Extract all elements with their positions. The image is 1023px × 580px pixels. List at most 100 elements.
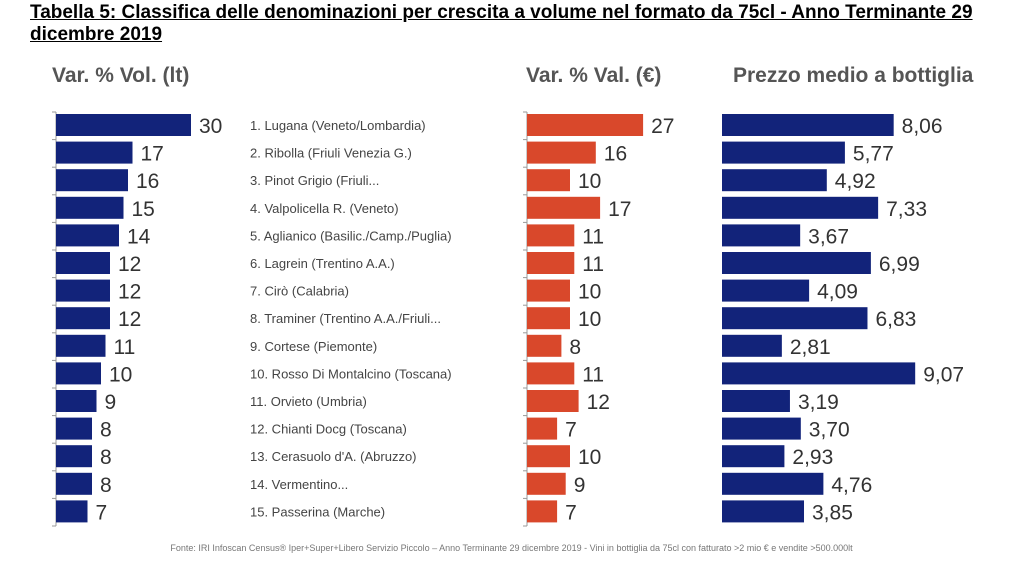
bar-value (527, 445, 570, 468)
bar-volume (56, 417, 92, 440)
bar-price (722, 141, 845, 164)
bar-volume (56, 307, 110, 330)
bar-price (722, 417, 801, 440)
data-label-volume: 8 (100, 474, 112, 497)
category-label: 15. Passerina (Marche) (250, 504, 385, 519)
data-label-value: 10 (578, 308, 601, 331)
data-label-volume: 17 (141, 143, 164, 166)
bar-value (527, 279, 570, 302)
data-label-price: 5,77 (853, 143, 894, 166)
bar-volume (56, 472, 92, 495)
data-label-value: 12 (587, 391, 610, 414)
category-label: 11. Orvieto (Umbria) (250, 394, 367, 409)
bar-value (527, 307, 570, 330)
data-label-price: 3,70 (809, 419, 850, 442)
bar-price (722, 114, 894, 136)
category-label: 4. Valpolicella R. (Veneto) (250, 201, 399, 216)
bar-value (527, 334, 562, 357)
data-label-value: 8 (569, 336, 581, 359)
bar-price (722, 224, 801, 247)
category-label: 9. Cortese (Piemonte) (250, 339, 377, 354)
bar-value (527, 500, 558, 523)
category-label: 6. Lagrein (Trentino A.A.) (250, 256, 395, 271)
bar-value (527, 390, 579, 412)
bar-volume (56, 334, 106, 357)
bar-volume (56, 445, 92, 468)
bar-volume (56, 279, 110, 302)
bar-value (527, 252, 575, 274)
bar-price (722, 472, 824, 495)
bar-price (722, 334, 782, 357)
data-label-volume: 7 (96, 501, 108, 524)
data-label-price: 6,99 (879, 253, 920, 276)
category-label: 1. Lugana (Veneto/Lombardia) (250, 118, 426, 133)
data-label-price: 6,83 (875, 308, 916, 331)
bar-value (527, 417, 558, 440)
bar-price (722, 390, 790, 412)
data-label-volume: 30 (199, 115, 222, 138)
data-label-price: 3,85 (812, 501, 853, 524)
data-label-value: 16 (604, 143, 627, 166)
data-label-volume: 12 (118, 308, 141, 331)
data-label-price: 4,09 (817, 281, 858, 304)
data-label-price: 8,06 (902, 115, 943, 138)
bar-volume (56, 500, 88, 523)
data-label-value: 10 (578, 446, 601, 469)
data-label-value: 27 (651, 115, 674, 138)
data-label-volume: 9 (105, 391, 117, 414)
bar-volume (56, 252, 110, 274)
data-label-price: 4,76 (831, 474, 872, 497)
bar-volume (56, 224, 119, 247)
data-label-value: 11 (582, 363, 604, 386)
category-label: 5. Aglianico (Basilic./Camp./Puglia) (250, 228, 452, 243)
chart-area: 30 27 8,06 1. Lugana (Veneto/Lombardia) 17 16… (52, 111, 964, 527)
data-label-value: 11 (582, 253, 604, 276)
header-price: Prezzo medio a bottiglia (733, 64, 974, 87)
data-label-price: 3,67 (808, 225, 849, 248)
bar-price (722, 252, 871, 274)
bar-price (722, 500, 805, 523)
data-label-value: 10 (578, 170, 601, 193)
data-label-volume: 11 (114, 336, 136, 359)
bar-volume (56, 390, 97, 412)
category-label: 10. Rosso Di Montalcino (Toscana) (250, 366, 452, 381)
data-label-value: 9 (574, 474, 586, 497)
category-label: 2. Ribolla (Friuli Venezia G.) (250, 146, 412, 161)
bar-value (527, 114, 644, 136)
data-label-price: 4,92 (835, 170, 876, 193)
bar-price (722, 445, 785, 468)
data-label-value: 11 (582, 225, 604, 248)
category-label: 8. Traminer (Trentino A.A./Friuli... (250, 311, 441, 326)
category-label: 12. Chianti Docg (Toscana) (250, 422, 407, 437)
data-label-volume: 8 (100, 419, 112, 442)
table-title: Tabella 5: Classifica delle denominazion… (30, 2, 973, 45)
data-label-volume: 12 (118, 253, 141, 276)
data-label-price: 9,07 (923, 363, 964, 386)
bar-price (722, 196, 879, 219)
category-label: 14. Vermentino... (250, 477, 348, 492)
data-label-price: 2,81 (790, 336, 831, 359)
data-label-volume: 10 (109, 363, 132, 386)
header-volume: Var. % Vol. (lt) (52, 64, 190, 87)
category-label: 3. Pinot Grigio (Friuli... (250, 173, 379, 188)
data-label-volume: 14 (127, 225, 151, 248)
data-label-value: 7 (565, 501, 577, 524)
bar-value (527, 224, 575, 247)
data-label-volume: 15 (132, 198, 155, 221)
category-label: 13. Cerasuolo d'A. (Abruzzo) (250, 449, 417, 464)
bar-volume (56, 362, 101, 385)
data-label-value: 7 (565, 419, 577, 442)
bar-price (722, 279, 810, 302)
bar-volume (56, 196, 124, 219)
bar-price (722, 362, 916, 385)
source-note: Fonte: IRI Infoscan Census® Iper+Super+L… (170, 543, 853, 553)
bar-price (722, 307, 868, 330)
data-label-price: 7,33 (886, 198, 927, 221)
data-label-price: 2,93 (792, 446, 833, 469)
bar-value (527, 362, 575, 385)
bar-value (527, 141, 596, 164)
bar-volume (56, 141, 133, 164)
bar-value (527, 196, 601, 219)
data-label-value: 10 (578, 281, 601, 304)
category-label: 7. Cirò (Calabria) (250, 284, 349, 299)
